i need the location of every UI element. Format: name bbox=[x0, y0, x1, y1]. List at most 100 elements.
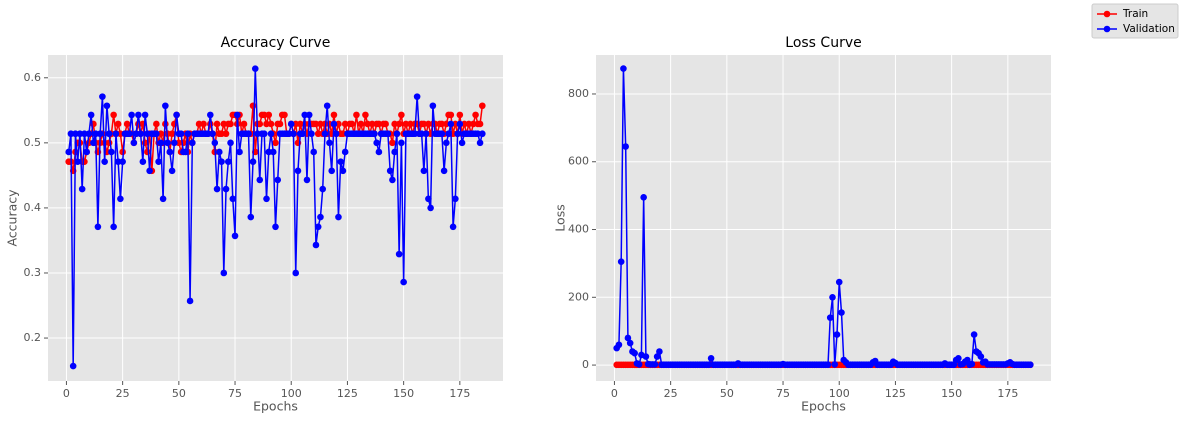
chart-title: Loss Curve bbox=[785, 35, 861, 51]
y-tick-label: 400 bbox=[568, 223, 589, 236]
x-tick-label: 100 bbox=[281, 387, 302, 400]
point bbox=[213, 120, 221, 128]
point bbox=[105, 139, 113, 147]
point bbox=[373, 139, 380, 147]
point bbox=[386, 167, 394, 175]
point bbox=[180, 139, 187, 147]
point bbox=[130, 139, 138, 147]
point bbox=[456, 111, 464, 119]
point bbox=[189, 139, 196, 147]
y-axis-label: Accuracy bbox=[5, 189, 20, 247]
point bbox=[447, 111, 455, 119]
point bbox=[240, 120, 248, 128]
y-axis-label: Loss bbox=[553, 204, 568, 231]
x-tick-label: 50 bbox=[720, 387, 734, 400]
point bbox=[357, 120, 365, 128]
point bbox=[427, 204, 434, 212]
point bbox=[330, 111, 338, 119]
point bbox=[87, 111, 95, 119]
point bbox=[227, 139, 234, 147]
point bbox=[144, 148, 151, 156]
point bbox=[824, 361, 832, 369]
point bbox=[294, 167, 302, 175]
point bbox=[85, 130, 93, 138]
point bbox=[272, 223, 279, 231]
point bbox=[200, 120, 207, 128]
point bbox=[353, 111, 360, 119]
series bbox=[613, 65, 1034, 369]
plot-area bbox=[596, 55, 1051, 381]
x-tick-label: 0 bbox=[63, 387, 70, 400]
y-tick-label: 0.6 bbox=[24, 71, 42, 84]
point bbox=[389, 139, 396, 147]
point bbox=[251, 65, 259, 72]
point bbox=[269, 148, 277, 156]
point bbox=[83, 148, 90, 156]
point bbox=[114, 120, 122, 128]
point bbox=[447, 120, 455, 128]
legend-marker bbox=[1103, 10, 1111, 18]
point bbox=[267, 130, 275, 138]
point bbox=[290, 130, 297, 138]
point bbox=[310, 148, 318, 156]
point bbox=[177, 130, 185, 138]
point bbox=[375, 148, 383, 156]
point bbox=[626, 339, 634, 347]
x-tick-label: 25 bbox=[664, 387, 678, 400]
point bbox=[326, 139, 333, 147]
point bbox=[157, 139, 165, 147]
point bbox=[224, 158, 232, 166]
point bbox=[970, 331, 978, 338]
point bbox=[74, 158, 81, 166]
point bbox=[653, 353, 661, 360]
point bbox=[395, 120, 403, 128]
point bbox=[211, 139, 219, 147]
point bbox=[337, 158, 344, 166]
y-tick-label: 0 bbox=[582, 358, 589, 371]
point bbox=[213, 185, 221, 193]
series bbox=[65, 65, 486, 370]
point bbox=[103, 102, 111, 110]
point bbox=[108, 148, 115, 156]
x-tick-label: 75 bbox=[776, 387, 790, 400]
point bbox=[479, 102, 486, 110]
point bbox=[617, 258, 625, 266]
point bbox=[438, 130, 446, 138]
point bbox=[1027, 361, 1034, 369]
point bbox=[449, 223, 457, 231]
point bbox=[398, 111, 405, 119]
point bbox=[615, 341, 623, 349]
point bbox=[443, 139, 450, 147]
point bbox=[94, 223, 102, 231]
point bbox=[65, 148, 72, 156]
point bbox=[231, 232, 239, 240]
point bbox=[135, 111, 142, 119]
point bbox=[110, 111, 117, 119]
point bbox=[476, 120, 484, 128]
point bbox=[395, 250, 403, 258]
point bbox=[624, 334, 632, 342]
point bbox=[78, 185, 86, 193]
point bbox=[159, 195, 167, 203]
point bbox=[420, 167, 428, 175]
point bbox=[168, 130, 176, 138]
point bbox=[384, 130, 392, 138]
point bbox=[209, 130, 216, 138]
point bbox=[651, 361, 659, 368]
point bbox=[126, 130, 133, 138]
point bbox=[245, 130, 252, 138]
point bbox=[456, 120, 464, 128]
point bbox=[389, 176, 396, 184]
x-tick-label: 125 bbox=[337, 387, 358, 400]
y-tick-label: 0.3 bbox=[24, 266, 42, 279]
chart-title: Accuracy Curve bbox=[221, 35, 331, 51]
x-tick-label: 125 bbox=[885, 387, 906, 400]
point bbox=[314, 223, 322, 231]
legend-label: Validation bbox=[1123, 23, 1175, 35]
point bbox=[137, 130, 144, 138]
point bbox=[371, 130, 378, 138]
y-tick-label: 0.2 bbox=[24, 331, 42, 344]
point bbox=[303, 176, 311, 184]
point bbox=[299, 130, 306, 138]
